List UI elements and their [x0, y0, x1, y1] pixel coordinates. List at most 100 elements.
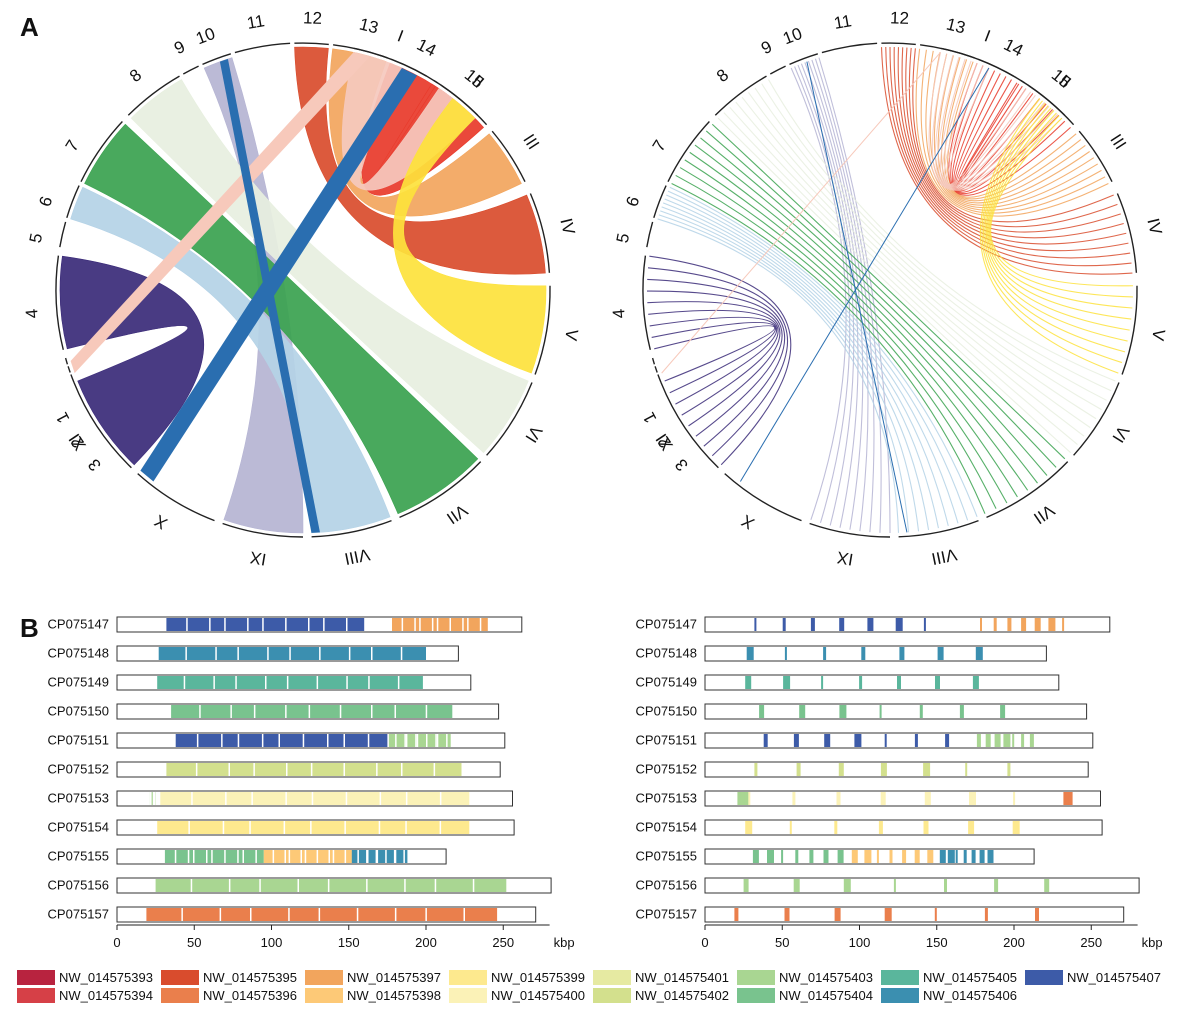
synteny-block — [171, 705, 453, 718]
panel-b-letter: B — [20, 613, 39, 643]
link-6-0 — [717, 117, 1071, 454]
block-gap — [285, 618, 287, 631]
panel-a-letter: A — [20, 12, 39, 42]
block-gap — [405, 792, 408, 805]
track-outline — [704, 645, 1047, 662]
block-gap — [228, 879, 231, 892]
block-gap — [308, 705, 311, 718]
sector-6 — [653, 185, 667, 219]
cross-link-1 — [661, 51, 941, 374]
block-gap — [414, 618, 416, 631]
track-row-CP075157: CP075157 — [636, 906, 1125, 923]
block-gap — [367, 850, 369, 863]
chrom-label-IX: IX — [836, 548, 855, 569]
track-row-CP075147: CP075147 — [48, 616, 523, 633]
synteny-block — [994, 879, 999, 892]
block-gap — [394, 908, 397, 921]
link-0-7 — [908, 47, 1118, 228]
block-gap — [284, 850, 286, 863]
legend-item: NW_014575403 — [737, 970, 873, 985]
synteny-block — [993, 618, 997, 631]
block-gap — [235, 676, 237, 689]
block-gap — [285, 792, 287, 805]
synteny-block — [987, 850, 994, 863]
block-gap — [371, 705, 373, 718]
synteny-block — [799, 705, 806, 718]
synteny-block — [945, 734, 950, 747]
chrom-label-15: 15 — [1048, 65, 1075, 92]
block-gap — [449, 618, 451, 631]
legend-label: NW_014575401 — [635, 970, 729, 985]
legend-label: NW_014575400 — [491, 988, 585, 1003]
track-outline — [704, 761, 1089, 778]
synteny-block — [743, 879, 749, 892]
legend-label: NW_014575399 — [491, 970, 585, 985]
synteny-block — [971, 850, 976, 863]
synteny-block — [975, 647, 983, 660]
block-gap — [319, 647, 321, 660]
chrom-label-VI: VI — [521, 422, 546, 446]
chrom-label-VII: VII — [443, 500, 471, 527]
block-gap — [259, 879, 261, 892]
track-row-CP075152: CP075152 — [636, 761, 1089, 778]
synteny-block — [824, 734, 831, 747]
x-tick-label: 250 — [1080, 935, 1102, 950]
legend-swatch — [17, 988, 55, 1003]
block-gap — [394, 705, 396, 718]
block-gap — [434, 879, 437, 892]
legend-item: NW_014575407 — [1025, 970, 1161, 985]
synteny-block — [795, 850, 799, 863]
synteny-tracks-left: CP075147 CP075148 CP075149 CP075150 CP075151… — [48, 616, 575, 950]
synteny-block — [893, 879, 896, 892]
sector-13 — [333, 44, 388, 59]
chrom-label-X: X — [738, 511, 758, 533]
track-row-CP075157: CP075157 — [48, 906, 537, 923]
synteny-block — [783, 676, 791, 689]
track-label: CP075152 — [48, 762, 109, 777]
link-0-6 — [905, 47, 1121, 233]
link-3-3 — [942, 60, 1041, 187]
block-gap — [261, 734, 264, 747]
sector-VI — [486, 382, 533, 456]
chrom-label-14: 14 — [1001, 35, 1026, 61]
chrom-label-9: 9 — [171, 37, 188, 58]
synteny-block — [919, 705, 923, 718]
block-gap — [283, 821, 286, 834]
block-gap — [348, 647, 351, 660]
legend-swatch — [593, 988, 631, 1003]
synteny-block — [767, 850, 774, 863]
synteny-block — [880, 763, 887, 776]
synteny-block — [959, 705, 964, 718]
link-6-7 — [761, 83, 1112, 392]
synteny-block — [821, 676, 824, 689]
link-8-1 — [658, 214, 910, 533]
track-label: CP075147 — [48, 617, 109, 632]
chrom-label-1: 1 — [52, 409, 73, 426]
track-row-CP075149: CP075149 — [636, 674, 1060, 691]
block-gap — [343, 763, 345, 776]
block-gap — [479, 792, 482, 805]
synteny-block — [889, 850, 893, 863]
chrom-label-4: 4 — [22, 308, 42, 319]
block-gap — [425, 705, 428, 718]
link-0-5 — [901, 47, 1124, 239]
block-gap — [251, 792, 253, 805]
synteny-block — [1048, 618, 1056, 631]
legend-label: NW_014575394 — [59, 988, 153, 1003]
block-gap — [367, 734, 370, 747]
legend-swatch — [737, 970, 775, 985]
link-1-7 — [944, 59, 1082, 200]
link-4-8 — [990, 117, 1133, 287]
track-row-CP075154: CP075154 — [48, 819, 515, 836]
x-tick-label: 150 — [338, 935, 360, 950]
synteny-block — [884, 908, 892, 921]
block-gap — [308, 618, 310, 631]
synteny-block — [902, 850, 907, 863]
link-9-3 — [648, 309, 779, 416]
synteny-block — [914, 734, 918, 747]
sector-IX — [809, 522, 891, 538]
block-gap — [446, 734, 448, 747]
synteny-block — [745, 676, 752, 689]
chrom-label-11: 11 — [245, 11, 266, 33]
